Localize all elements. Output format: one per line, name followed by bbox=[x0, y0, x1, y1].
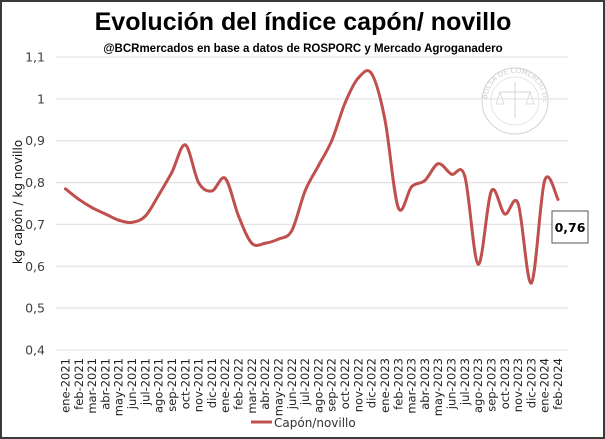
x-tick-label: abr-2021 bbox=[98, 358, 112, 410]
x-tick-label: ene-2024 bbox=[538, 358, 552, 413]
x-tick-label: dic-2022 bbox=[365, 358, 379, 408]
x-tick-label: oct-2022 bbox=[338, 358, 352, 409]
data-point-abr-2021 bbox=[103, 212, 107, 216]
data-label-box: 0,76 bbox=[551, 210, 589, 244]
data-point-jul-2023 bbox=[463, 174, 467, 178]
data-point-may-2022 bbox=[276, 237, 280, 241]
data-point-sep-2022 bbox=[330, 139, 334, 143]
x-tick-label: abr-2022 bbox=[258, 358, 272, 410]
data-label-last-value: 0,76 bbox=[555, 220, 586, 235]
series-line-capon-novillo bbox=[64, 69, 560, 285]
x-tick-label: sep-2023 bbox=[484, 358, 498, 412]
x-tick-label: sep-2021 bbox=[165, 358, 179, 412]
data-point-dic-2023 bbox=[529, 281, 533, 285]
x-tick-label: dic-2023 bbox=[524, 358, 538, 408]
x-tick-label: feb-2022 bbox=[232, 358, 246, 410]
data-point-ago-2022 bbox=[316, 164, 320, 168]
series-points bbox=[64, 72, 560, 285]
y-tick-label: 0,4 bbox=[25, 343, 45, 358]
data-point-ago-2023 bbox=[476, 262, 480, 266]
chart-title: Evolución del índice capón/ novillo bbox=[95, 8, 512, 36]
data-point-nov-2022 bbox=[356, 76, 360, 80]
data-point-nov-2021 bbox=[197, 181, 201, 185]
x-tick-label: nov-2022 bbox=[351, 358, 365, 412]
data-point-feb-2021 bbox=[77, 197, 81, 201]
y-tick-label: 0,6 bbox=[25, 259, 45, 274]
data-point-nov-2023 bbox=[516, 202, 520, 205]
x-tick-label: jun-2023 bbox=[445, 358, 459, 410]
x-tick-label: may-2022 bbox=[271, 358, 285, 416]
data-point-dic-2021 bbox=[210, 189, 214, 193]
x-tick-label: ene-2021 bbox=[59, 358, 73, 413]
legend-label: Capón/novillo bbox=[274, 416, 356, 430]
data-point-ago-2021 bbox=[157, 193, 161, 197]
x-tick-label: jun-2022 bbox=[285, 358, 299, 410]
data-point-jul-2022 bbox=[303, 189, 307, 193]
x-tick-label: mar-2021 bbox=[85, 358, 99, 414]
data-point-oct-2021 bbox=[183, 143, 187, 147]
y-axis-label: kg capón / kg novillo bbox=[11, 140, 25, 264]
x-tick-label: mar-2022 bbox=[245, 358, 259, 414]
data-point-jun-2022 bbox=[290, 229, 294, 233]
x-tick-label: may-2023 bbox=[431, 358, 445, 416]
x-tick-label: may-2021 bbox=[112, 358, 126, 416]
data-point-sep-2021 bbox=[170, 170, 174, 174]
data-point-dic-2022 bbox=[370, 72, 374, 76]
y-tick-label: 0,8 bbox=[25, 175, 45, 190]
legend: Capón/novillo bbox=[251, 416, 356, 430]
data-point-feb-2023 bbox=[396, 206, 400, 210]
data-point-may-2021 bbox=[117, 218, 121, 222]
data-point-jun-2023 bbox=[450, 172, 454, 176]
x-tick-label: feb-2021 bbox=[72, 358, 86, 410]
x-tick-label: oct-2021 bbox=[178, 358, 192, 409]
y-axis-ticks: 0,4 0,5 0,6 0,7 0,8 0,9 1 1,1 bbox=[25, 50, 45, 358]
y-tick-label: 1 bbox=[37, 91, 45, 106]
y-tick-label: 0,7 bbox=[25, 217, 45, 232]
y-tick-label: 1,1 bbox=[25, 50, 45, 65]
gridlines bbox=[56, 56, 568, 351]
x-tick-label: ago-2022 bbox=[311, 358, 325, 413]
data-point-abr-2023 bbox=[423, 178, 427, 182]
y-tick-label: 0,5 bbox=[25, 301, 45, 316]
data-point-ene-2023 bbox=[383, 118, 387, 122]
data-point-may-2023 bbox=[436, 162, 440, 166]
data-point-oct-2022 bbox=[343, 101, 347, 105]
x-tick-label: mar-2023 bbox=[405, 358, 419, 414]
x-tick-label: ene-2022 bbox=[218, 358, 232, 413]
data-point-oct-2023 bbox=[503, 212, 507, 216]
data-point-jun-2021 bbox=[130, 220, 134, 224]
x-axis-ticks: ene-2021 feb-2021 mar-2021 abr-2021 may-2021… bbox=[59, 358, 566, 416]
x-tick-label: nov-2023 bbox=[511, 358, 525, 412]
x-tick-label: nov-2021 bbox=[192, 358, 206, 412]
x-tick-label: dic-2021 bbox=[205, 358, 219, 408]
x-tick-label: feb-2024 bbox=[551, 358, 565, 410]
x-tick-label: jul-2021 bbox=[138, 358, 152, 406]
data-point-jul-2021 bbox=[143, 214, 147, 218]
data-point-mar-2021 bbox=[90, 206, 94, 210]
x-tick-label: oct-2023 bbox=[498, 358, 512, 409]
data-point-mar-2023 bbox=[410, 185, 414, 189]
x-tick-label: jun-2021 bbox=[125, 358, 139, 410]
x-tick-label: sep-2022 bbox=[325, 358, 339, 412]
chart-subtitle: @BCRmercados en base a datos de ROSPORC … bbox=[103, 43, 502, 55]
data-point-ene-2022 bbox=[223, 176, 227, 180]
data-point-abr-2022 bbox=[263, 241, 267, 245]
data-point-ene-2024 bbox=[543, 178, 547, 182]
data-point-ene-2021 bbox=[64, 187, 67, 191]
data-point-feb-2022 bbox=[237, 214, 241, 218]
x-tick-label: abr-2023 bbox=[418, 358, 432, 410]
x-tick-label: ago-2021 bbox=[152, 358, 166, 413]
data-point-feb-2024 bbox=[556, 197, 560, 201]
x-tick-label: jul-2023 bbox=[458, 358, 472, 406]
y-tick-label: 0,9 bbox=[25, 133, 45, 148]
x-tick-label: feb-2023 bbox=[391, 358, 405, 410]
x-tick-label: jul-2022 bbox=[298, 358, 312, 406]
x-tick-label: ene-2023 bbox=[378, 358, 392, 413]
x-tick-label: ago-2023 bbox=[471, 358, 485, 413]
data-point-mar-2022 bbox=[250, 241, 254, 245]
data-point-sep-2023 bbox=[489, 189, 493, 193]
